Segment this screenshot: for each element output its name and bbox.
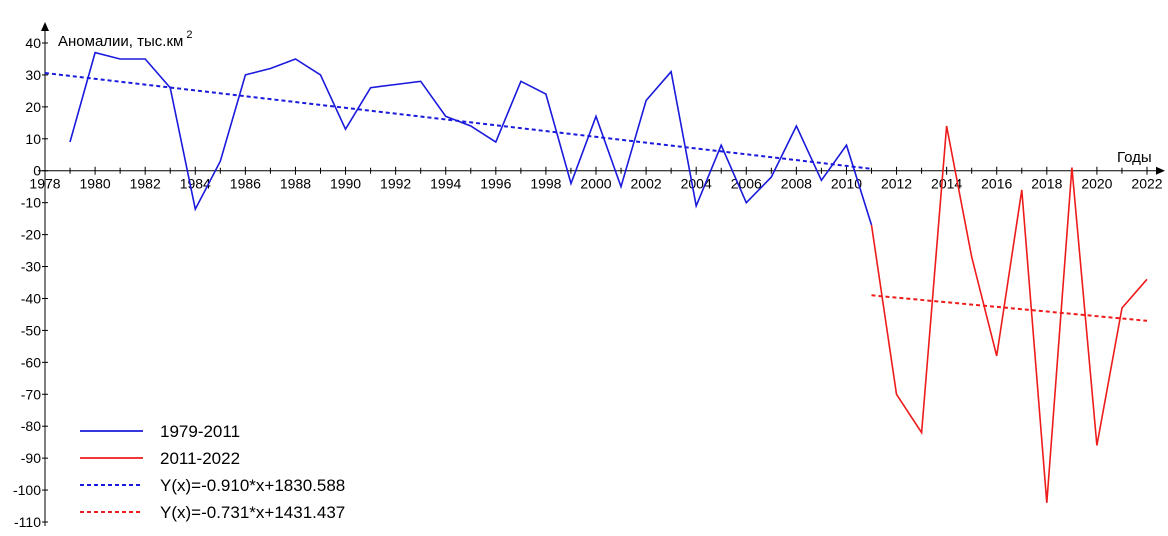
y-tick-label: 20 xyxy=(25,99,41,115)
legend-label-3: Y(x)=-0.910*x+1830.588 xyxy=(160,476,345,495)
y-tick-label: -100 xyxy=(13,482,41,498)
x-tick-label: 1980 xyxy=(80,176,111,192)
series-group xyxy=(44,51,1148,503)
legend-label-2: 2011-2022 xyxy=(160,449,240,468)
y-axis-label: Аномалии, тыс.км 2 xyxy=(58,29,192,50)
x-tick-label: 2010 xyxy=(831,176,862,192)
x-axis-label: Годы xyxy=(1117,149,1152,166)
x-tick-label: 2006 xyxy=(731,176,762,192)
legend-label-4: Y(x)=-0.731*x+1431.437 xyxy=(160,503,345,522)
y-tick-label: 0 xyxy=(33,163,41,179)
y-axis-label-superscript: 2 xyxy=(186,29,192,41)
y-tick-label: -50 xyxy=(21,322,41,338)
x-tick-label: 2016 xyxy=(981,176,1012,192)
x-tick-label: 1998 xyxy=(530,176,561,192)
x-tick-label: 2018 xyxy=(1031,176,1062,192)
x-tick-label: 2022 xyxy=(1131,176,1162,192)
y-tick-label: -40 xyxy=(21,290,41,306)
x-tick-label: 1990 xyxy=(330,176,361,192)
x-tick-label: 2012 xyxy=(881,176,912,192)
y-axis-arrow xyxy=(41,22,49,31)
y-tick-label: -110 xyxy=(14,514,41,530)
y-tick-label: 40 xyxy=(25,35,41,51)
series-line-2 xyxy=(870,125,1148,503)
y-tick-label: -10 xyxy=(21,195,41,211)
x-tick-label: 1982 xyxy=(130,176,161,192)
x-tick-label: 2002 xyxy=(631,176,662,192)
x-tick-label: 2000 xyxy=(580,176,611,192)
legend-label-1: 1979-2011 xyxy=(160,422,240,441)
x-tick-label: 1996 xyxy=(480,176,511,192)
series-line-1 xyxy=(69,51,873,226)
x-tick-label: 1988 xyxy=(280,176,311,192)
legend: 1979-2011 2011-2022 Y(x)=-0.910*x+1830.588… xyxy=(80,422,345,522)
y-tick-label: -70 xyxy=(21,386,41,402)
y-tick-label: -60 xyxy=(21,354,41,370)
y-tick-label: -20 xyxy=(21,227,41,243)
x-tick-label: 2020 xyxy=(1081,176,1112,192)
x-tick-label: 1984 xyxy=(180,176,211,192)
y-tick-label: -30 xyxy=(21,259,41,275)
x-tick-label: 1986 xyxy=(230,176,261,192)
x-tick-label: 1978 xyxy=(29,176,60,192)
x-tick-label: 1994 xyxy=(430,176,461,192)
series-line-3 xyxy=(44,72,872,170)
y-tick-label: 10 xyxy=(25,131,41,147)
y-tick-label: 30 xyxy=(25,67,41,83)
series-line-4 xyxy=(871,294,1148,322)
y-tick-label: -80 xyxy=(21,418,41,434)
x-tick-label: 1992 xyxy=(380,176,411,192)
x-tick-label: 2014 xyxy=(931,176,962,192)
y-tick-label: -90 xyxy=(21,450,41,466)
x-tick-label: 2008 xyxy=(781,176,812,192)
x-axis-arrow xyxy=(1156,166,1165,175)
axes: 1978 1980 1982 1984 1986 1988 1990 1992 1994 1996… xyxy=(13,22,1165,530)
